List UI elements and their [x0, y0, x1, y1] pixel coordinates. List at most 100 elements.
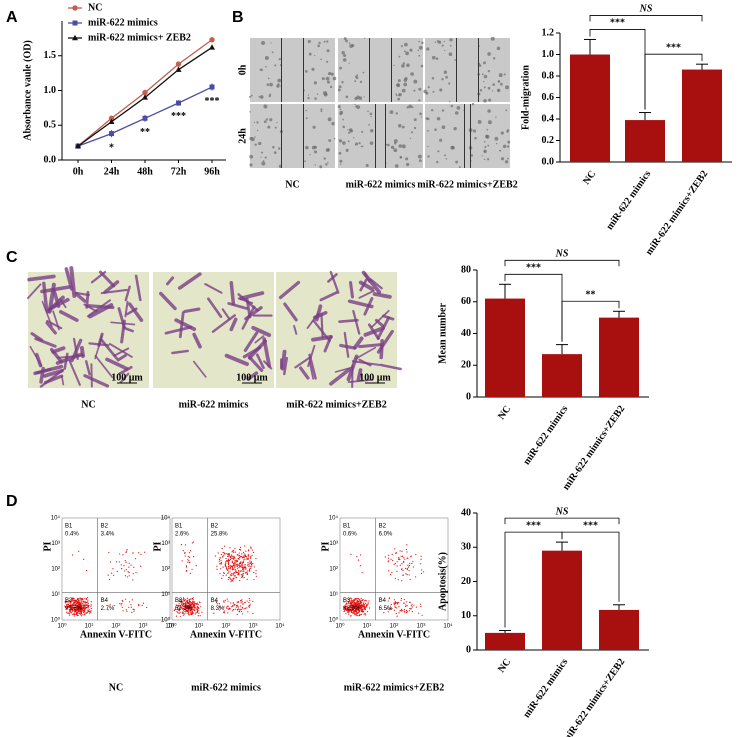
- cell: [364, 37, 366, 39]
- cell: [323, 91, 328, 96]
- cell: [325, 76, 330, 81]
- event: [180, 601, 182, 603]
- event: [350, 605, 352, 607]
- event: [66, 611, 68, 613]
- event: [73, 606, 75, 609]
- cell: [26, 283, 42, 300]
- event: [365, 599, 367, 601]
- event: [226, 607, 228, 609]
- event: [246, 556, 248, 558]
- event: [70, 604, 72, 606]
- legend-label: NC: [88, 2, 102, 13]
- x-tick-label: 10²: [222, 624, 231, 630]
- event: [84, 607, 87, 610]
- event: [413, 604, 415, 606]
- event: [408, 574, 410, 576]
- event: [224, 545, 226, 547]
- event: [415, 553, 417, 556]
- cell: [405, 51, 409, 56]
- event: [409, 578, 411, 581]
- event: [228, 563, 230, 566]
- cell: [244, 306, 263, 321]
- cell: [305, 109, 308, 112]
- event: [109, 578, 111, 581]
- event: [132, 552, 134, 554]
- event: [253, 571, 255, 574]
- event: [192, 597, 194, 599]
- event: [232, 558, 235, 560]
- event: [83, 613, 86, 615]
- legend-label: miR-622 mimics: [88, 17, 158, 28]
- event: [244, 572, 246, 574]
- event: [412, 561, 414, 563]
- cell: [40, 285, 71, 294]
- event: [73, 609, 76, 611]
- cell: [448, 52, 453, 57]
- cell: [254, 143, 257, 146]
- cell: [248, 95, 252, 98]
- event: [74, 600, 76, 602]
- event: [184, 603, 186, 606]
- event: [395, 602, 397, 604]
- event: [396, 601, 398, 604]
- event: [246, 564, 249, 566]
- event: [347, 606, 350, 609]
- image-caption: miR-622 mimics: [346, 179, 416, 190]
- event: [240, 574, 243, 576]
- event: [118, 561, 121, 563]
- event: [177, 604, 179, 607]
- cell: [249, 154, 254, 159]
- event: [84, 614, 86, 616]
- image-bg: [425, 38, 510, 102]
- cell: [239, 291, 265, 301]
- cell: [328, 72, 332, 76]
- bar: [485, 632, 525, 650]
- event: [359, 614, 361, 616]
- cell: [432, 90, 435, 93]
- event: [232, 580, 234, 582]
- x-tick-label: 10⁴: [165, 623, 175, 630]
- event: [79, 613, 82, 615]
- event: [240, 610, 243, 613]
- event: [123, 570, 126, 572]
- event: [406, 557, 408, 559]
- event: [236, 563, 238, 565]
- cell: [484, 145, 487, 149]
- cell: [314, 97, 317, 100]
- cell: [504, 160, 509, 164]
- significance: **: [140, 127, 150, 138]
- cell: [483, 80, 485, 83]
- event: [66, 604, 68, 606]
- event: [224, 599, 226, 601]
- quadrant-name: B1: [65, 524, 73, 530]
- event: [404, 567, 407, 570]
- cell: [90, 270, 107, 284]
- event: [240, 565, 242, 568]
- event: [224, 564, 227, 567]
- event: [231, 569, 233, 571]
- event: [232, 561, 234, 563]
- marker: [72, 5, 78, 11]
- event: [81, 605, 83, 607]
- cell: [505, 85, 509, 90]
- event: [242, 555, 244, 557]
- event: [357, 604, 359, 606]
- event: [399, 559, 401, 561]
- event: [235, 570, 237, 572]
- cell: [443, 70, 448, 74]
- event: [186, 604, 188, 606]
- event: [243, 577, 245, 579]
- cell: [421, 41, 424, 44]
- event: [190, 608, 192, 611]
- event: [249, 562, 251, 565]
- image-bg: [338, 104, 423, 168]
- event: [83, 607, 85, 609]
- event: [242, 568, 244, 570]
- x-tick-label: miR-622 mimics+ZEB2: [644, 169, 711, 258]
- event: [343, 606, 346, 608]
- cell: [394, 164, 399, 168]
- event: [244, 554, 246, 556]
- event: [188, 599, 190, 601]
- cell: [400, 45, 403, 48]
- quadrant-name: B4: [379, 598, 387, 604]
